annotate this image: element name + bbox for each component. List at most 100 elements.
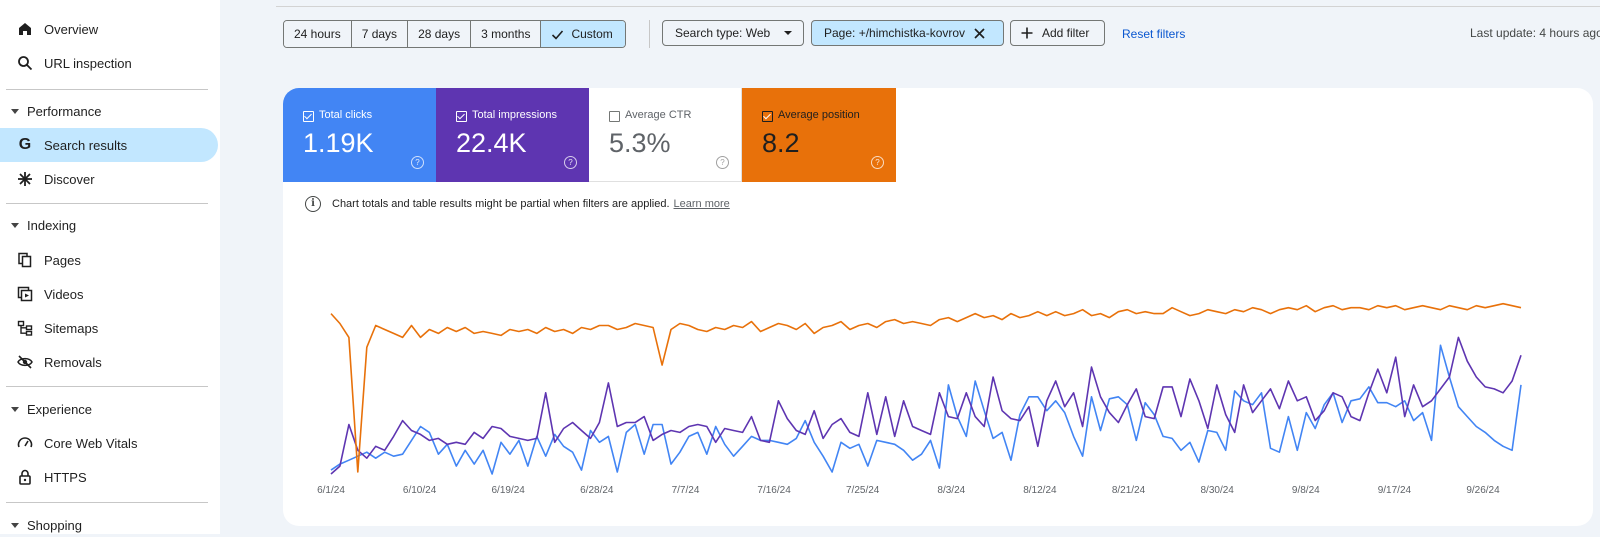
sidebar-item-label: Overview bbox=[44, 21, 99, 37]
sidebar-item-label: Pages bbox=[44, 252, 81, 268]
google-g-icon: G bbox=[18, 136, 32, 153]
sidebar-item-overview[interactable]: Overview bbox=[0, 12, 218, 46]
add-filter-label: Add filter bbox=[1042, 26, 1090, 40]
plus-icon bbox=[1021, 27, 1033, 39]
toolbar-separator bbox=[649, 20, 650, 48]
metric-total-clicks[interactable]: Total clicks 1.19K ? bbox=[283, 88, 436, 182]
x-tick-label: 6/10/24 bbox=[403, 485, 437, 496]
sidebar-item-label: Videos bbox=[44, 286, 84, 302]
sidebar-item-removals[interactable]: Removals bbox=[0, 345, 218, 379]
asterisk-icon bbox=[16, 170, 34, 188]
sidebar-divider bbox=[6, 89, 208, 90]
gauge-icon bbox=[16, 434, 34, 452]
x-tick-label: 7/25/24 bbox=[846, 485, 880, 496]
removals-icon bbox=[16, 353, 34, 371]
sidebar-item-label: Search results bbox=[44, 137, 128, 153]
pages-icon bbox=[16, 251, 34, 269]
close-icon[interactable] bbox=[974, 27, 985, 39]
sidebar-divider bbox=[6, 386, 208, 387]
section-label: Shopping bbox=[27, 517, 82, 533]
home-icon bbox=[16, 20, 34, 38]
chart-series-line-1 bbox=[330, 336, 1522, 475]
partial-data-notice: i Chart totals and table results might b… bbox=[305, 196, 730, 212]
x-tick-label: 9/8/24 bbox=[1292, 485, 1320, 496]
sidebar-item-label: Discover bbox=[44, 171, 95, 187]
x-tick-label: 8/3/24 bbox=[937, 485, 965, 496]
caret-down-icon bbox=[11, 406, 19, 412]
help-icon[interactable]: ? bbox=[564, 156, 577, 169]
sidebar-item-label: URL inspection bbox=[44, 55, 132, 71]
x-tick-label: 8/30/24 bbox=[1201, 485, 1235, 496]
date-range-custom-label: Custom bbox=[571, 27, 613, 41]
last-update-text: Last update: 4 hours ago bbox=[1470, 26, 1600, 40]
x-tick-label: 7/7/24 bbox=[672, 485, 700, 496]
info-icon: i bbox=[305, 196, 321, 212]
sidebar-item-videos[interactable]: Videos bbox=[0, 277, 218, 311]
page-filter-chip[interactable]: Page: +/himchistka-kovrov bbox=[811, 20, 1004, 46]
caret-down-icon bbox=[11, 522, 19, 528]
sidebar: Overview URL inspection Performance G Se… bbox=[0, 0, 220, 534]
sidebar-item-url-inspection[interactable]: URL inspection bbox=[0, 46, 218, 80]
add-filter-button[interactable]: Add filter bbox=[1010, 20, 1105, 46]
videos-icon bbox=[16, 285, 34, 303]
reset-filters-link[interactable]: Reset filters bbox=[1122, 27, 1186, 41]
sitemaps-icon bbox=[16, 319, 34, 337]
metric-label: Average position bbox=[778, 109, 860, 121]
metric-label: Average CTR bbox=[625, 109, 692, 121]
help-icon[interactable]: ? bbox=[716, 156, 729, 169]
x-tick-label: 6/28/24 bbox=[580, 485, 614, 496]
performance-card: Total clicks 1.19K ? Total impressions 2… bbox=[283, 88, 1593, 526]
sidebar-item-search-results[interactable]: G Search results bbox=[0, 128, 218, 162]
metric-value: 22.4K bbox=[456, 128, 527, 158]
chart-series-line-0 bbox=[330, 344, 1522, 475]
caret-down-icon bbox=[11, 222, 19, 228]
metric-label: Total clicks bbox=[319, 109, 373, 121]
sidebar-item-sitemaps[interactable]: Sitemaps bbox=[0, 311, 218, 345]
date-range-custom[interactable]: Custom bbox=[541, 21, 625, 47]
sidebar-item-discover[interactable]: Discover bbox=[0, 162, 218, 196]
lock-icon bbox=[16, 468, 34, 486]
performance-line-chart[interactable]: 6/1/24 6/10/24 6/19/24 6/28/24 7/7/24 7/16/24… bbox=[283, 258, 1593, 520]
check-icon bbox=[551, 28, 564, 41]
metric-label: Total impressions bbox=[472, 109, 557, 121]
page-filter-label: Page: +/himchistka-kovrov bbox=[824, 26, 966, 40]
sidebar-item-pages[interactable]: Pages bbox=[0, 243, 218, 277]
metric-value: 1.19K bbox=[303, 128, 374, 158]
date-range-3-months[interactable]: 3 months bbox=[471, 21, 542, 47]
metric-average-ctr[interactable]: Average CTR 5.3% ? bbox=[589, 88, 742, 182]
date-range-28-days[interactable]: 28 days bbox=[408, 21, 472, 47]
x-tick-label: 9/26/24 bbox=[1466, 485, 1500, 496]
help-icon[interactable]: ? bbox=[871, 156, 884, 169]
search-icon bbox=[16, 54, 34, 72]
metric-total-impressions[interactable]: Total impressions 22.4K ? bbox=[436, 88, 589, 182]
date-range-24-hours[interactable]: 24 hours bbox=[284, 21, 352, 47]
metric-average-position[interactable]: Average position 8.2 ? bbox=[742, 88, 896, 182]
sidebar-item-label: Removals bbox=[44, 354, 102, 370]
metric-value: 8.2 bbox=[762, 128, 800, 158]
x-tick-label: 6/1/24 bbox=[317, 485, 345, 496]
search-type-dropdown[interactable]: Search type: Web bbox=[662, 20, 804, 46]
sidebar-item-label: HTTPS bbox=[44, 469, 87, 485]
learn-more-link[interactable]: Learn more bbox=[673, 198, 730, 210]
section-label: Indexing bbox=[27, 217, 77, 233]
sidebar-item-label: Core Web Vitals bbox=[44, 435, 138, 451]
notice-text: Chart totals and table results might be … bbox=[332, 198, 670, 210]
checkbox-checked-icon bbox=[762, 111, 773, 122]
sidebar-item-label: Sitemaps bbox=[44, 320, 99, 336]
sidebar-divider bbox=[6, 502, 208, 503]
date-range-7-days[interactable]: 7 days bbox=[351, 21, 409, 47]
sidebar-item-https[interactable]: HTTPS bbox=[0, 460, 218, 494]
sidebar-item-core-web-vitals[interactable]: Core Web Vitals bbox=[0, 426, 218, 460]
section-label: Experience bbox=[27, 401, 93, 417]
checkbox-unchecked-icon bbox=[609, 111, 620, 122]
chart-series-line-2 bbox=[330, 302, 1522, 473]
x-tick-label: 7/16/24 bbox=[757, 485, 791, 496]
search-type-label: Search type: Web bbox=[675, 26, 771, 40]
x-tick-label: 9/17/24 bbox=[1378, 485, 1412, 496]
caret-down-icon bbox=[784, 31, 793, 35]
x-tick-label: 6/19/24 bbox=[492, 485, 526, 496]
checkbox-checked-icon bbox=[456, 111, 467, 122]
header-divider bbox=[276, 6, 1600, 7]
help-icon[interactable]: ? bbox=[411, 156, 424, 169]
x-tick-label: 8/12/24 bbox=[1023, 485, 1057, 496]
